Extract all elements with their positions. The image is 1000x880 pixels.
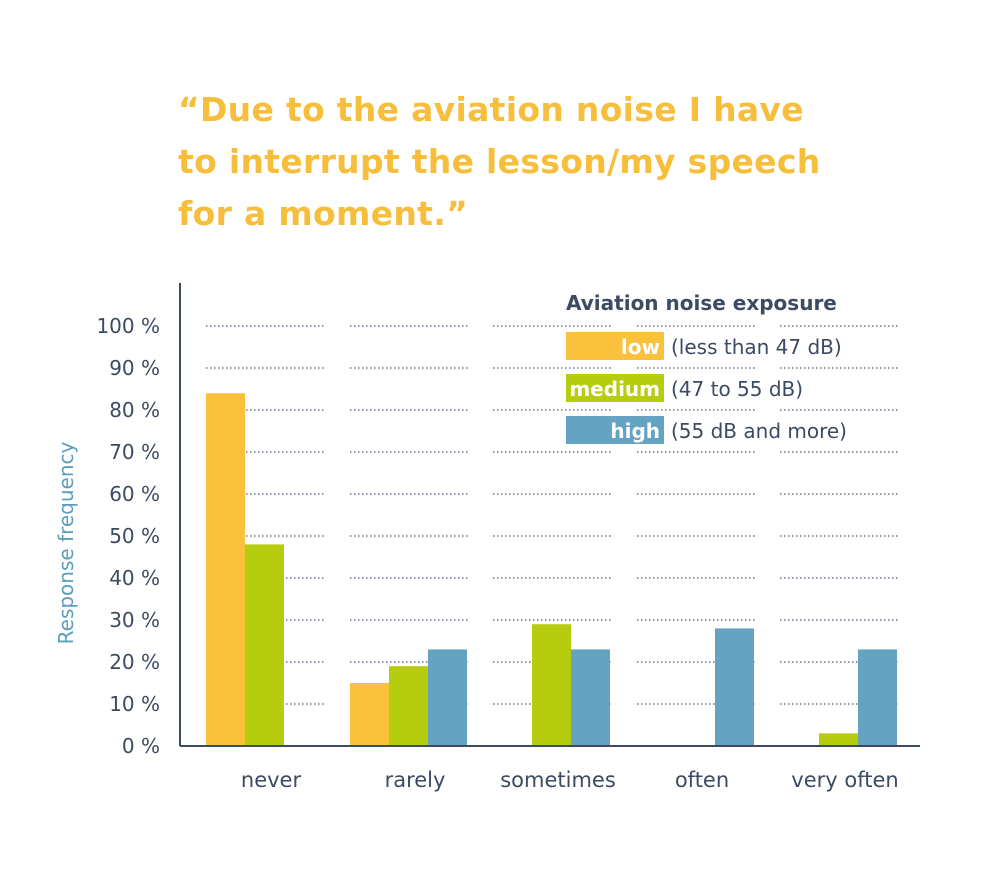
y-tick-label: 40 % bbox=[109, 566, 160, 590]
legend-label-medium: medium bbox=[569, 377, 660, 401]
legend-swatch-low bbox=[566, 332, 664, 360]
title-line-1: “Due to the aviation noise I have bbox=[178, 90, 804, 129]
y-tick-label: 70 % bbox=[109, 440, 160, 464]
chart-title: “Due to the aviation noise I have to int… bbox=[178, 84, 898, 240]
y-tick-label: 90 % bbox=[109, 356, 160, 380]
legend-swatch-high bbox=[566, 416, 664, 444]
bar-high-sometimes bbox=[571, 649, 610, 746]
y-tick-label: 50 % bbox=[109, 524, 160, 548]
y-tick-label: 20 % bbox=[109, 650, 160, 674]
bar-medium-never bbox=[245, 544, 284, 746]
y-tick-label: 100 % bbox=[96, 314, 160, 338]
legend-desc-medium: (47 to 55 dB) bbox=[671, 377, 803, 401]
x-category-label: often bbox=[675, 768, 729, 792]
x-category-label: never bbox=[241, 768, 302, 792]
y-tick-label: 30 % bbox=[109, 608, 160, 632]
legend-label-high: high bbox=[610, 419, 660, 443]
bar-low-never bbox=[206, 393, 245, 746]
bar-low-rarely bbox=[350, 683, 389, 746]
y-tick-label: 60 % bbox=[109, 482, 160, 506]
bar-high-very-often bbox=[858, 649, 897, 746]
y-axis-label: Response frequency bbox=[54, 441, 78, 644]
legend-label-low: low bbox=[621, 335, 660, 359]
bar-medium-rarely bbox=[389, 666, 428, 746]
y-tick-label: 0 % bbox=[122, 734, 160, 758]
y-tick-label: 80 % bbox=[109, 398, 160, 422]
legend-desc-high: (55 dB and more) bbox=[671, 419, 847, 443]
x-category-label: very often bbox=[791, 768, 898, 792]
title-line-3: for a moment.” bbox=[178, 194, 469, 233]
legend-desc-low: (less than 47 dB) bbox=[671, 335, 842, 359]
y-tick-label: 10 % bbox=[109, 692, 160, 716]
bar-medium-very-often bbox=[819, 733, 858, 746]
bar-medium-sometimes bbox=[532, 624, 571, 746]
x-category-label: sometimes bbox=[500, 768, 616, 792]
legend-swatch-medium bbox=[566, 374, 664, 402]
title-line-2: to interrupt the lesson/my speech bbox=[178, 142, 821, 181]
legend-title: Aviation noise exposure bbox=[566, 291, 837, 315]
bar-high-often bbox=[715, 628, 754, 746]
x-category-label: rarely bbox=[385, 768, 446, 792]
bar-high-rarely bbox=[428, 649, 467, 746]
